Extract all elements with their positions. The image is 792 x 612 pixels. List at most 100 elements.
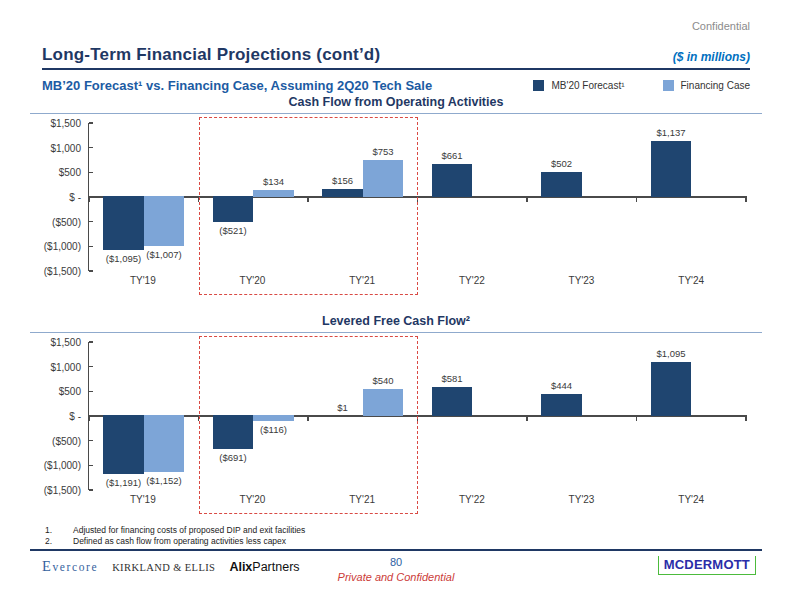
bar-group: $1,137 — [637, 123, 747, 271]
bar-value-label: $1,095 — [656, 348, 685, 359]
title-underline — [42, 68, 750, 70]
bar-financing-ty20 — [253, 415, 294, 421]
x-axis-category-label: TY'23 — [527, 494, 637, 505]
bar-value-label: $444 — [551, 380, 572, 391]
chart-title-underline — [30, 113, 762, 114]
bar-value-label: $134 — [263, 176, 284, 187]
bar-group: ($1,095)($1,007) — [89, 123, 199, 271]
x-axis-category-label: TY'19 — [88, 275, 198, 286]
y-axis-tick-label: $1,500 — [50, 337, 81, 348]
legend-label: Financing Case — [681, 80, 750, 91]
charts-container: Cash Flow from Operating Activities $1,50… — [0, 95, 792, 505]
legend-label: MB'20 Forecast¹ — [551, 80, 624, 91]
legend-item: Financing Case — [663, 80, 750, 91]
page-title: Long-Term Financial Projections (cont’d) — [42, 45, 380, 65]
title-row: Long-Term Financial Projections (cont’d)… — [42, 45, 750, 65]
bar-value-label: $661 — [441, 150, 462, 161]
classification-label: Private and Confidential — [30, 571, 762, 583]
chart-title-underline — [30, 332, 762, 333]
y-axis-tick-label: $500 — [59, 386, 81, 397]
bar-value-label: $502 — [551, 158, 572, 169]
y-axis: $1,500$1,000$500$ -($500)($1,000)($1,500… — [30, 123, 88, 271]
bar-financing-ty19 — [144, 415, 185, 472]
chart-subtitle: MB’20 Forecast¹ vs. Financing Case, Assu… — [42, 78, 432, 93]
bar-value-label: ($1,152) — [146, 475, 181, 486]
y-axis-tick-label: ($1,000) — [44, 460, 81, 471]
x-axis-category-label: TY'19 — [88, 494, 198, 505]
x-axis-labels: TY'19TY'20TY'21TY'22TY'23TY'24 — [88, 275, 746, 286]
bar-group: ($691)($116) — [199, 342, 309, 490]
bar-group: $661 — [418, 123, 528, 271]
confidential-label: Confidential — [0, 0, 792, 34]
y-axis-tick-label: ($500) — [52, 216, 81, 227]
chart-title: Cash Flow from Operating Activities — [30, 95, 762, 111]
footer-divider — [30, 549, 762, 551]
bar-value-label: ($1,191) — [106, 477, 141, 488]
chart-title: Levered Free Cash Flow² — [30, 314, 762, 330]
x-axis-category-label: TY'24 — [636, 275, 746, 286]
y-axis-tick-label: $500 — [59, 167, 81, 178]
legend: MB'20 Forecast¹ Financing Case — [533, 80, 750, 91]
plot-area: ($1,191) ($1,152) ($691)($116) $1 $540 $581 $4… — [88, 342, 746, 490]
bar-group: $502 — [527, 123, 637, 271]
bar-value-label: ($1,095) — [106, 253, 141, 264]
page-number: 80 — [30, 556, 762, 568]
y-axis-tick-label: $ - — [69, 192, 81, 203]
x-axis-category-label: TY'22 — [417, 275, 527, 286]
bar-forecast-ty24 — [651, 362, 692, 416]
bar-group: ($521) $134 — [199, 123, 309, 271]
y-axis-tick-label: ($1,500) — [44, 266, 81, 277]
chart: Cash Flow from Operating Activities$1,50… — [30, 95, 762, 286]
y-axis-tick-label: ($1,000) — [44, 241, 81, 252]
chart-body: $1,500$1,000$500$ -($500)($1,000)($1,500… — [30, 342, 762, 490]
bar-forecast-ty23 — [541, 172, 582, 197]
x-axis-category-label: TY'23 — [527, 275, 637, 286]
footnote-number: 2. — [45, 536, 73, 547]
light-blue-square-icon — [663, 80, 674, 91]
bar-forecast-ty23 — [541, 394, 582, 416]
bar-value-label: ($521) — [219, 225, 246, 236]
bar-forecast-ty22 — [432, 387, 473, 416]
dark-blue-square-icon — [533, 80, 544, 91]
x-axis-labels: TY'19TY'20TY'21TY'22TY'23TY'24 — [88, 494, 746, 505]
bar-group: $1,095 — [637, 342, 747, 490]
bar-group: $156$753 — [308, 123, 418, 271]
bar-value-label: $1 — [337, 402, 348, 413]
bar-group: $581 — [418, 342, 528, 490]
y-axis-tick-label: $ - — [69, 411, 81, 422]
footnote-number: 1. — [45, 525, 73, 536]
x-axis-category-label: TY'24 — [636, 494, 746, 505]
x-axis-category-label: TY'22 — [417, 494, 527, 505]
bar-forecast-ty22 — [432, 164, 473, 197]
bar-forecast-ty21 — [322, 189, 363, 197]
bar-value-label: ($116) — [260, 424, 287, 435]
bar-group: $1 $540 — [308, 342, 418, 490]
bar-group: ($1,191) ($1,152) — [89, 342, 199, 490]
bar-value-label: $581 — [441, 373, 462, 384]
subtitle-row: MB’20 Forecast¹ vs. Financing Case, Assu… — [42, 78, 750, 93]
bar-forecast-ty19 — [103, 196, 144, 250]
bar-forecast-ty19 — [103, 415, 144, 474]
chart: Levered Free Cash Flow²$1,500$1,000$500$… — [30, 314, 762, 505]
y-axis-tick-label: ($500) — [52, 435, 81, 446]
bar-financing-ty20 — [253, 190, 294, 197]
y-axis-tick-label: ($1,500) — [44, 485, 81, 496]
bar-forecast-ty20 — [213, 415, 254, 449]
bar-forecast-ty20 — [213, 196, 254, 222]
footer: Evercore KIRKLAND & ELLIS AlixPartners 8… — [30, 556, 762, 594]
bar-financing-ty21 — [363, 389, 404, 416]
bar-value-label: $156 — [332, 175, 353, 186]
x-axis-category-label: TY'21 — [307, 494, 417, 505]
slide: Confidential Long-Term Financial Project… — [0, 0, 792, 594]
bar-financing-ty19 — [144, 196, 185, 246]
mcdermott-logo: MCDERMOTT — [658, 556, 756, 575]
units-note: ($ in millions) — [673, 50, 750, 65]
chart-body: $1,500$1,000$500$ -($500)($1,000)($1,500… — [30, 123, 762, 271]
footnotes: 1.Adjusted for financing costs of propos… — [45, 525, 750, 547]
footnote: 1.Adjusted for financing costs of propos… — [45, 525, 750, 536]
y-axis-tick-label: $1,000 — [50, 142, 81, 153]
bar-financing-ty21 — [363, 160, 404, 197]
x-axis-category-label: TY'20 — [198, 494, 308, 505]
bar-value-label: $540 — [372, 375, 393, 386]
footnote-text: Defined as cash flow from operating acti… — [73, 536, 286, 546]
